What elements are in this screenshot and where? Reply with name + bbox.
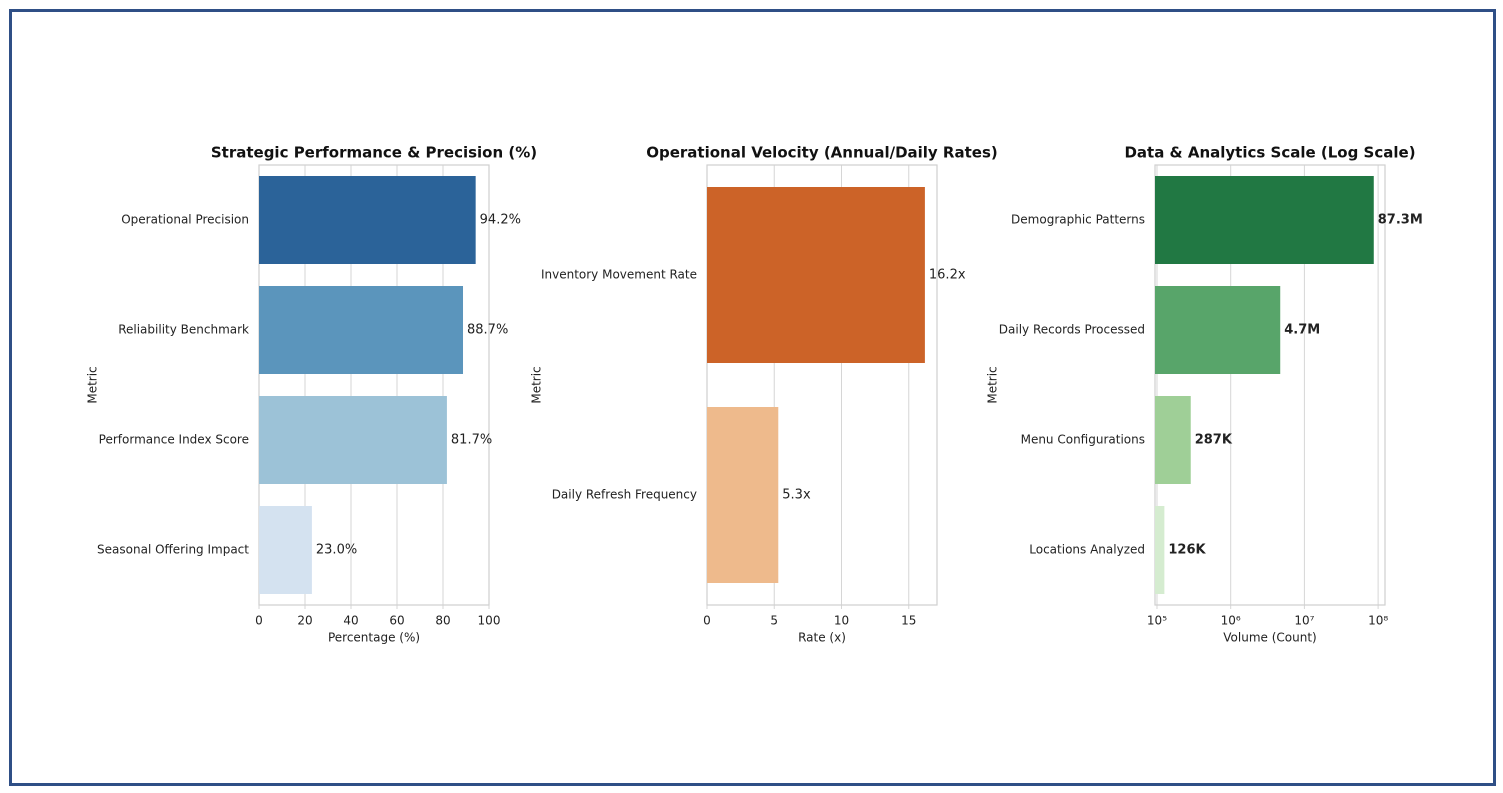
y-axis-label: Metric [530,366,544,403]
x-tick-label: 60 [389,614,404,628]
category-label: Reliability Benchmark [118,323,249,337]
x-tick-label: 15 [901,614,916,628]
value-label: 87.3M [1378,213,1423,228]
chart-title: Operational Velocity (Annual/Daily Rates… [646,144,997,162]
category-label: Seasonal Offering Impact [97,543,249,557]
x-tick-label: 100 [478,614,501,628]
x-tick-label: 0 [255,614,263,628]
category-label: Menu Configurations [1021,433,1145,447]
value-label: 23.0% [316,543,357,558]
x-tick-label: 10⁶ [1221,614,1241,628]
chart-title: Data & Analytics Scale (Log Scale) [1124,144,1415,162]
x-axis-label: Volume (Count) [1223,631,1316,645]
x-tick-label: 10⁸ [1368,614,1388,628]
category-label: Operational Precision [121,213,249,227]
bar [1155,396,1191,484]
y-axis-label: Metric [986,366,1000,403]
bar [259,286,464,374]
category-label: Inventory Movement Rate [541,268,697,282]
x-tick-label: 10⁵ [1147,614,1167,628]
plot-frame [706,164,938,606]
value-label: 5.3x [782,488,811,503]
x-tick-label: 0 [703,614,711,628]
x-tick-label: 40 [343,614,358,628]
x-tick-label: 20 [297,614,312,628]
category-label: Daily Refresh Frequency [552,488,697,502]
x-axis-label: Rate (x) [798,631,846,645]
chart-title: Strategic Performance & Precision (%) [211,144,537,162]
x-tick-label: 10⁷ [1294,614,1314,628]
value-label: 4.7M [1284,323,1320,338]
value-label: 287K [1195,433,1233,448]
x-axis-label: Percentage (%) [328,631,420,645]
bar [1155,506,1165,594]
x-tick-label: 5 [770,614,778,628]
category-label: Performance Index Score [99,433,249,447]
plot-frame [1154,164,1386,606]
bar [1155,286,1281,374]
value-label: 94.2% [480,213,521,228]
bar [259,176,476,264]
category-label: Locations Analyzed [1029,543,1145,557]
x-tick-label: 10 [834,614,849,628]
value-label: 16.2x [929,268,966,283]
bar [707,187,925,363]
category-label: Daily Records Processed [999,323,1145,337]
value-label: 88.7% [467,323,508,338]
bar [707,407,779,583]
bar [1155,176,1374,264]
bar [259,396,447,484]
bar [259,506,312,594]
x-tick-label: 80 [435,614,450,628]
value-label: 126K [1168,543,1206,558]
y-axis-label: Metric [86,366,100,403]
value-label: 81.7% [451,433,492,448]
page-border [9,9,1496,786]
category-label: Demographic Patterns [1011,213,1145,227]
plot-frame [258,164,490,606]
